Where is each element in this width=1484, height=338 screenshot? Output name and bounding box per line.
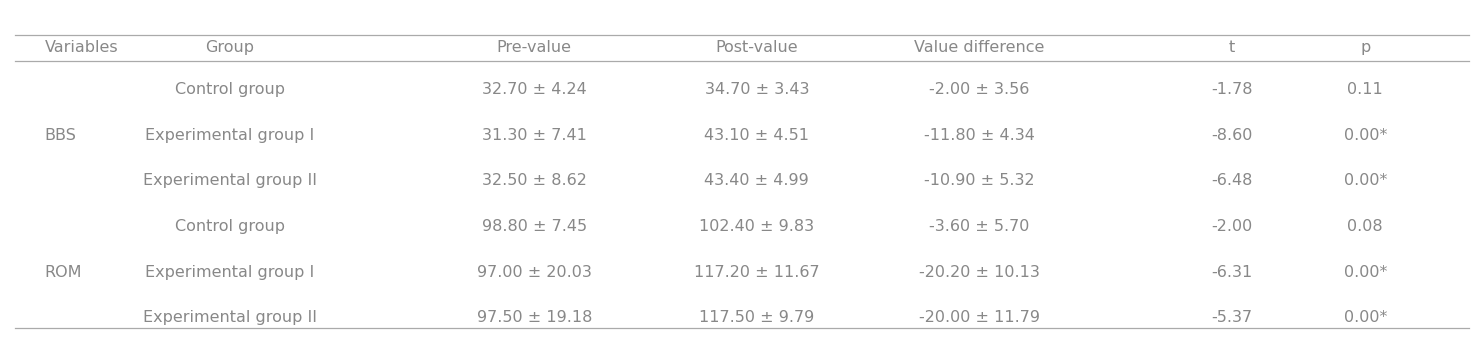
Text: -1.78: -1.78 bbox=[1211, 82, 1252, 97]
Text: -6.48: -6.48 bbox=[1211, 173, 1252, 188]
Text: 97.50 ± 19.18: 97.50 ± 19.18 bbox=[476, 310, 592, 325]
Text: 117.20 ± 11.67: 117.20 ± 11.67 bbox=[695, 265, 819, 280]
Text: Group: Group bbox=[205, 40, 255, 55]
Text: Experimental group II: Experimental group II bbox=[142, 310, 318, 325]
Text: p: p bbox=[1361, 40, 1370, 55]
Text: 31.30 ± 7.41: 31.30 ± 7.41 bbox=[482, 128, 586, 143]
Text: -2.00: -2.00 bbox=[1211, 219, 1252, 234]
Text: BBS: BBS bbox=[45, 128, 76, 143]
Text: -10.90 ± 5.32: -10.90 ± 5.32 bbox=[925, 173, 1034, 188]
Text: -20.20 ± 10.13: -20.20 ± 10.13 bbox=[919, 265, 1040, 280]
Text: t: t bbox=[1229, 40, 1235, 55]
Text: -2.00 ± 3.56: -2.00 ± 3.56 bbox=[929, 82, 1030, 97]
Text: Experimental group II: Experimental group II bbox=[142, 173, 318, 188]
Text: -8.60: -8.60 bbox=[1211, 128, 1252, 143]
Text: 117.50 ± 9.79: 117.50 ± 9.79 bbox=[699, 310, 815, 325]
Text: Experimental group I: Experimental group I bbox=[145, 265, 315, 280]
Text: 0.00*: 0.00* bbox=[1343, 173, 1388, 188]
Text: -6.31: -6.31 bbox=[1211, 265, 1252, 280]
Text: Experimental group I: Experimental group I bbox=[145, 128, 315, 143]
Text: -5.37: -5.37 bbox=[1211, 310, 1252, 325]
Text: Value difference: Value difference bbox=[914, 40, 1045, 55]
Text: 0.08: 0.08 bbox=[1347, 219, 1383, 234]
Text: 98.80 ± 7.45: 98.80 ± 7.45 bbox=[482, 219, 586, 234]
Text: 34.70 ± 3.43: 34.70 ± 3.43 bbox=[705, 82, 809, 97]
Text: 32.70 ± 4.24: 32.70 ± 4.24 bbox=[482, 82, 586, 97]
Text: Control group: Control group bbox=[175, 219, 285, 234]
Text: -20.00 ± 11.79: -20.00 ± 11.79 bbox=[919, 310, 1040, 325]
Text: -3.60 ± 5.70: -3.60 ± 5.70 bbox=[929, 219, 1030, 234]
Text: 32.50 ± 8.62: 32.50 ± 8.62 bbox=[482, 173, 586, 188]
Text: 102.40 ± 9.83: 102.40 ± 9.83 bbox=[699, 219, 815, 234]
Text: 0.11: 0.11 bbox=[1347, 82, 1383, 97]
Text: ROM: ROM bbox=[45, 265, 82, 280]
Text: Pre-value: Pre-value bbox=[497, 40, 571, 55]
Text: 97.00 ± 20.03: 97.00 ± 20.03 bbox=[476, 265, 592, 280]
Text: Variables: Variables bbox=[45, 40, 119, 55]
Text: Control group: Control group bbox=[175, 82, 285, 97]
Text: 43.10 ± 4.51: 43.10 ± 4.51 bbox=[705, 128, 809, 143]
Text: 0.00*: 0.00* bbox=[1343, 265, 1388, 280]
Text: -11.80 ± 4.34: -11.80 ± 4.34 bbox=[925, 128, 1034, 143]
Text: Post-value: Post-value bbox=[715, 40, 798, 55]
Text: 43.40 ± 4.99: 43.40 ± 4.99 bbox=[705, 173, 809, 188]
Text: 0.00*: 0.00* bbox=[1343, 128, 1388, 143]
Text: 0.00*: 0.00* bbox=[1343, 310, 1388, 325]
